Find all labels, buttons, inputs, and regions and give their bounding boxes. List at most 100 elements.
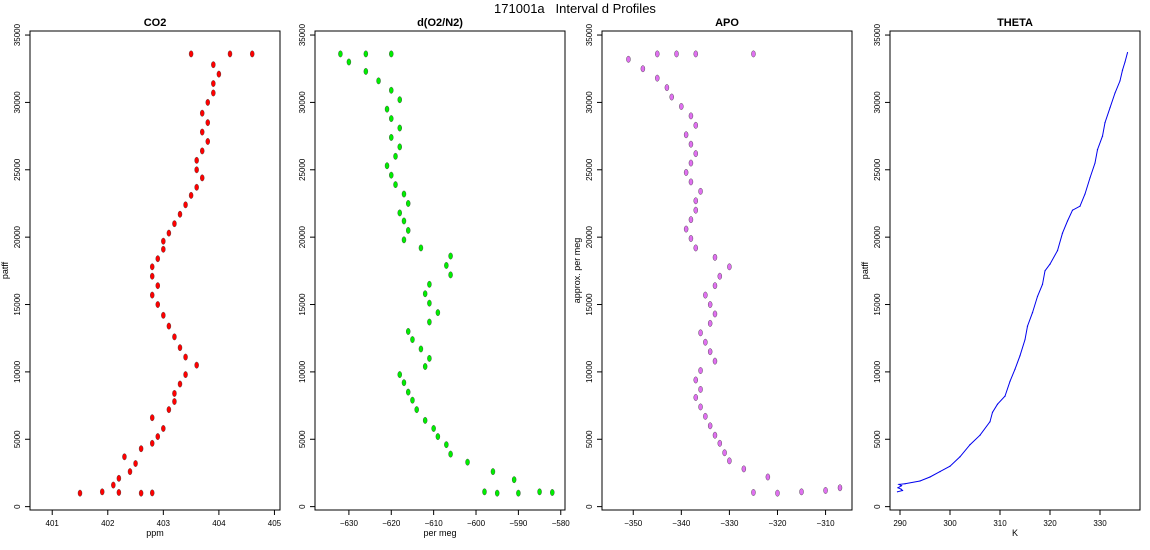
data-point [161, 311, 166, 319]
data-point [688, 235, 694, 242]
page-title: 171001a Interval d Profiles [494, 1, 656, 16]
data-point [1066, 220, 1069, 222]
y-tick-label: 15000 [873, 293, 882, 316]
x-tick-label: 330 [1093, 519, 1107, 528]
data-point [250, 50, 255, 58]
data-point [683, 131, 689, 139]
data-point [939, 470, 941, 473]
x-tick-label: 403 [157, 519, 171, 528]
data-point [397, 96, 402, 104]
data-point [435, 433, 441, 440]
data-point [406, 388, 411, 396]
x-tick-label: 404 [212, 519, 226, 528]
data-point [1014, 368, 1016, 370]
data-point [996, 403, 999, 405]
x-tick-label: 320 [1043, 519, 1057, 528]
data-point [693, 394, 698, 401]
data-point [161, 237, 166, 245]
data-point [414, 406, 419, 414]
data-point [900, 488, 902, 490]
y-tick-label: 10000 [585, 360, 594, 383]
data-point [188, 50, 194, 58]
data-point [155, 433, 160, 440]
data-point [138, 445, 144, 453]
y-tick-label: 0 [585, 504, 594, 509]
data-point [929, 476, 931, 478]
data-point [431, 425, 436, 432]
data-point [397, 143, 402, 151]
data-point [959, 456, 961, 458]
data-point [194, 361, 199, 369]
data-point [707, 319, 713, 327]
data-point [150, 263, 155, 271]
y-tick-label: 25000 [585, 158, 594, 181]
data-point [133, 460, 138, 467]
y-tick-label: 25000 [298, 158, 307, 181]
data-point [389, 134, 394, 141]
data-point [1104, 122, 1106, 124]
data-point [765, 473, 771, 481]
data-point [712, 282, 718, 290]
data-point [664, 84, 670, 91]
data-point [550, 489, 555, 496]
data-point [77, 489, 83, 497]
data-point [418, 345, 424, 353]
data-point [448, 450, 453, 458]
data-point [693, 376, 698, 384]
data-point [1009, 380, 1011, 382]
data-point [406, 200, 411, 207]
data-point [693, 206, 698, 214]
y-tick-label: 25000 [13, 158, 22, 181]
panel-title: THETA [997, 17, 1033, 29]
x-tick-label: 300 [943, 519, 957, 528]
data-point [693, 244, 698, 252]
data-point [511, 476, 517, 484]
y-tick-label: 10000 [13, 360, 22, 383]
data-point [727, 263, 732, 271]
data-point [1019, 355, 1021, 357]
data-point [1089, 177, 1091, 179]
data-point [655, 50, 660, 58]
data-point [393, 181, 398, 189]
data-point [397, 371, 402, 378]
data-point [1121, 69, 1124, 71]
data-point [751, 489, 756, 496]
data-point [422, 290, 428, 298]
data-point [919, 480, 921, 482]
data-point [155, 301, 160, 308]
data-point [465, 458, 470, 466]
data-point [901, 489, 904, 492]
data-point [1044, 270, 1046, 272]
data-point [698, 386, 703, 393]
data-point [177, 380, 183, 388]
data-point [900, 485, 903, 487]
y-tick-label: 30000 [13, 91, 22, 114]
data-point [1061, 232, 1064, 234]
data-point [422, 363, 428, 370]
y-tick-label: 35000 [13, 23, 22, 46]
data-point [495, 489, 500, 497]
data-point [401, 217, 407, 225]
data-point [655, 74, 660, 82]
data-point [1109, 107, 1111, 109]
y-tick-label: 5000 [13, 430, 22, 448]
data-point [166, 229, 172, 237]
data-point [435, 309, 441, 317]
y-axis-label: patff [0, 261, 10, 279]
data-point [712, 431, 718, 439]
data-point [679, 103, 684, 110]
data-point [401, 236, 407, 244]
data-point [177, 210, 183, 218]
data-point [693, 150, 698, 158]
data-point [1084, 193, 1086, 195]
data-point [211, 80, 216, 87]
data-point [200, 128, 205, 136]
data-point [188, 191, 194, 199]
data-point [683, 169, 689, 176]
data-point [712, 310, 718, 318]
data-point [397, 209, 402, 217]
data-point [346, 58, 352, 66]
data-point [693, 121, 698, 129]
data-point [418, 244, 424, 252]
